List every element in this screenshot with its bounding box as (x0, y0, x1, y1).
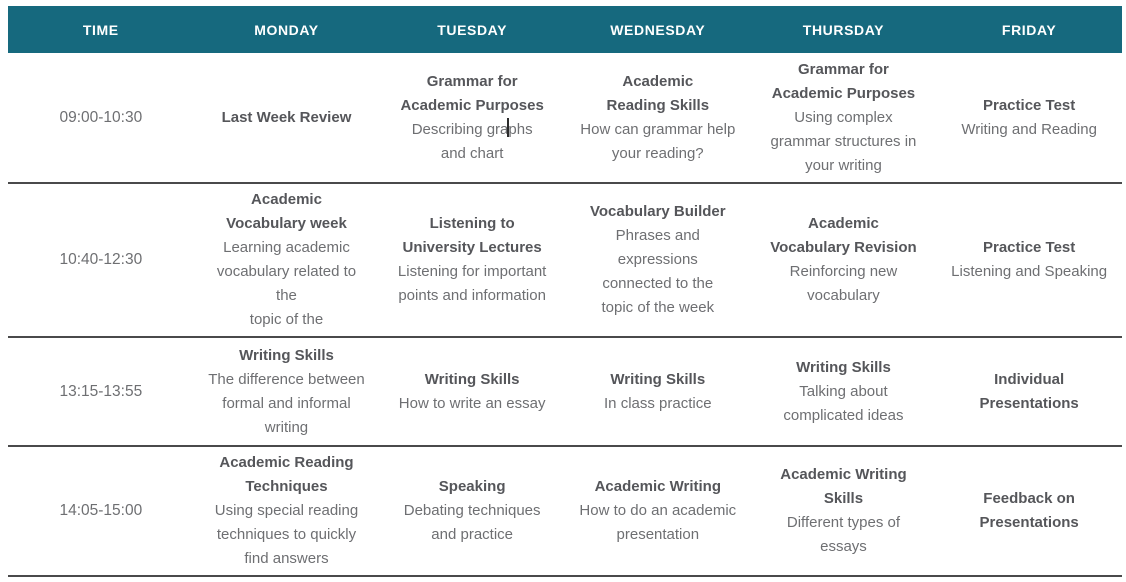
schedule-cell[interactable]: Writing Skills The difference between for… (194, 337, 380, 446)
column-header-monday: MONDAY (254, 21, 319, 38)
table-row: 14:05-15:00 Academic Reading Techniques U… (8, 446, 1122, 576)
lesson-description: Talking about complicated ideas (783, 382, 904, 424)
text-cursor (507, 118, 509, 137)
schedule-cell[interactable]: Last Week Review (194, 53, 380, 183)
lesson-title: Practice Test (983, 239, 1076, 256)
lesson-description: Describing graphs and chart (411, 120, 533, 162)
lesson-title: Academic Reading Skills (606, 72, 710, 114)
lesson-title: Grammar for Academic Purposes (771, 60, 916, 102)
table-row: 09:00-10:30 Last Week Review Grammar for… (8, 53, 1122, 183)
lesson-title: Practice Test (983, 96, 1076, 114)
schedule-cell[interactable]: Vocabulary Builder Phrases and expression… (565, 183, 751, 337)
lesson-description: In class practice (604, 394, 712, 412)
schedule-cell[interactable]: Academic Writing Skills Different types o… (751, 446, 937, 576)
table-row: 10:40-12:30 Academic Vocabulary week Lear… (8, 183, 1122, 337)
lesson-title: Vocabulary Builder (590, 203, 726, 220)
column-header-friday: FRIDAY (1001, 21, 1057, 38)
lesson-title: Writing Skills (239, 346, 334, 364)
lesson-description: Phrases and expressions connected to the… (601, 227, 715, 316)
time-cell[interactable]: 13:15-13:55 (59, 382, 143, 400)
schedule-cell[interactable]: Practice Test Listening and Speaking (936, 183, 1122, 337)
lesson-description: Reinforcing new vocabulary (789, 263, 898, 304)
lesson-description: How can grammar help your reading? (580, 120, 736, 162)
lesson-description: Using complex grammar structures in your… (770, 108, 917, 174)
schedule-cell[interactable]: Listening to University Lectures Listenin… (379, 183, 565, 337)
lesson-description: Learning academic vocabulary related to … (216, 239, 357, 328)
schedule-cell[interactable]: Academic Reading Techniques Using special… (194, 446, 380, 576)
lesson-description: Writing and Reading (961, 120, 1097, 138)
timetable-container: TIME MONDAY TUESDAY WEDNESDAY THURSDAY F… (8, 6, 1122, 577)
lesson-title: Individual Presentations (979, 370, 1079, 412)
lesson-title: Academic Writing (594, 478, 721, 495)
lesson-title: Academic Vocabulary Revision (770, 215, 917, 256)
timetable-body: 09:00-10:30 Last Week Review Grammar for… (8, 53, 1122, 576)
lesson-description: Different types of essays (786, 514, 901, 555)
schedule-cell[interactable]: Speaking Debating techniques and practice (379, 446, 565, 576)
lesson-title: Feedback on Presentations (979, 490, 1079, 531)
time-cell[interactable]: 10:40-12:30 (59, 251, 143, 268)
lesson-title: Writing Skills (796, 358, 891, 376)
table-row: 13:15-13:55 Writing Skills The difference… (8, 337, 1122, 446)
column-header-time: TIME (82, 21, 119, 38)
lesson-description: Listening and Speaking (951, 263, 1108, 280)
lesson-title: Writing Skills (610, 370, 706, 388)
lesson-title: Academic Vocabulary week (226, 191, 347, 232)
time-cell[interactable]: 14:05-15:00 (59, 502, 143, 519)
lesson-description: How to do an academic presentation (579, 502, 737, 543)
schedule-cell[interactable]: Writing Skills How to write an essay (379, 337, 565, 446)
schedule-cell[interactable]: Grammar for Academic Purposes Describing … (379, 53, 565, 183)
column-header-thursday: THURSDAY (802, 21, 885, 38)
header-row: TIME MONDAY TUESDAY WEDNESDAY THURSDAY F… (8, 6, 1122, 53)
schedule-cell[interactable]: Academic Writing How to do an academic pr… (565, 446, 751, 576)
lesson-title: Speaking (438, 478, 506, 495)
lesson-title: Last Week Review (221, 108, 352, 126)
time-cell[interactable]: 09:00-10:30 (59, 108, 143, 126)
lesson-title: Grammar for Academic Purposes (400, 72, 544, 114)
schedule-cell[interactable]: Academic Reading Skills How can grammar h… (565, 53, 751, 183)
schedule-cell[interactable]: Practice Test Writing and Reading (936, 53, 1122, 183)
lesson-title: Listening to University Lectures (402, 215, 542, 256)
lesson-title: Academic Reading Techniques (219, 454, 354, 495)
lesson-description: The difference between formal and inform… (208, 370, 365, 436)
schedule-cell[interactable]: Academic Vocabulary Revision Reinforcing … (751, 183, 937, 337)
lesson-title: Writing Skills (424, 370, 520, 388)
weekly-timetable: TIME MONDAY TUESDAY WEDNESDAY THURSDAY F… (8, 6, 1122, 577)
timetable-header: TIME MONDAY TUESDAY WEDNESDAY THURSDAY F… (8, 6, 1122, 53)
lesson-description: Using special reading techniques to quic… (214, 502, 359, 567)
schedule-cell[interactable]: Writing Skills Talking about complicated … (751, 337, 937, 446)
schedule-cell[interactable]: Individual Presentations (936, 337, 1122, 446)
lesson-description: Listening for important points and infor… (397, 263, 547, 304)
lesson-description: How to write an essay (398, 394, 546, 412)
schedule-cell[interactable]: Academic Vocabulary week Learning academi… (194, 183, 380, 337)
lesson-description: Debating techniques and practice (403, 502, 541, 543)
schedule-cell[interactable]: Grammar for Academic Purposes Using compl… (751, 53, 937, 183)
column-header-wednesday: WEDNESDAY (610, 21, 706, 38)
lesson-title: Academic Writing Skills (780, 466, 907, 507)
schedule-cell[interactable]: Feedback on Presentations (936, 446, 1122, 576)
schedule-cell[interactable]: Writing Skills In class practice (565, 337, 751, 446)
column-header-tuesday: TUESDAY (437, 21, 508, 38)
